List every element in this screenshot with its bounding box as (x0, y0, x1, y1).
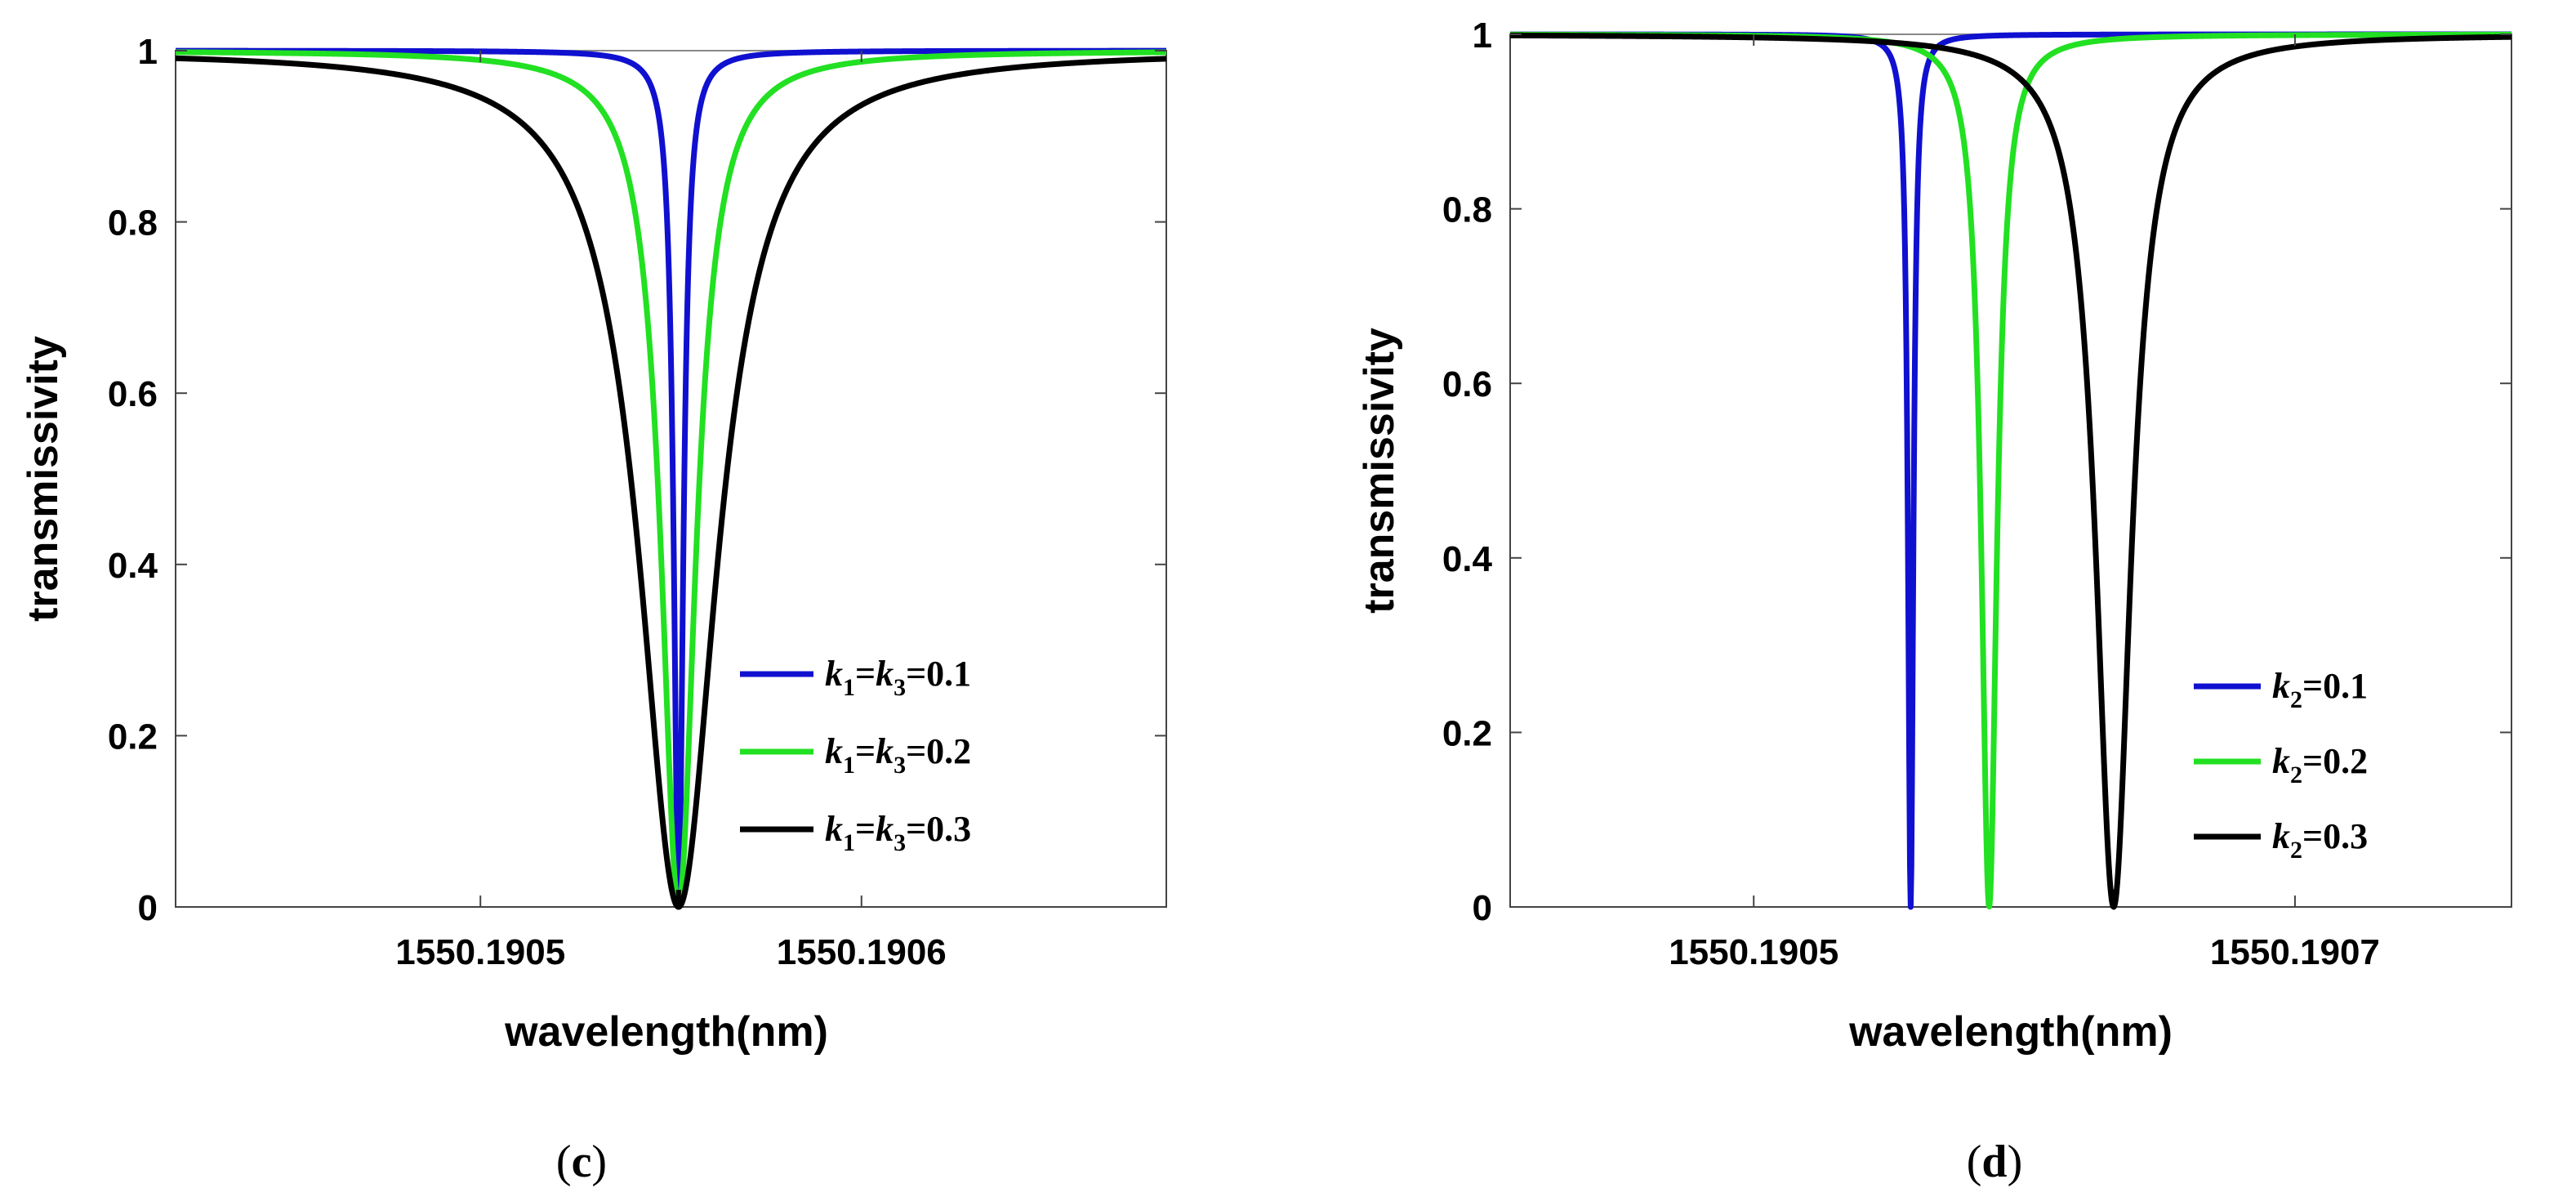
legend-entry-1: k2=0.1 (2272, 666, 2368, 713)
chart-panel-d: 0 0.2 0.4 0.6 0.8 1 1550.1905 1550.1907 transm… (1356, 16, 2514, 1056)
y-tick-label: 1 (138, 32, 158, 72)
x-tick-label: 1550.1905 (1669, 932, 1838, 972)
legend-entry-3: k1=k3=0.3 (825, 809, 971, 856)
x-tick-label: 1550.1907 (2210, 932, 2380, 972)
x-tick-label: 1550.1906 (777, 932, 947, 972)
series-line-3 (1508, 32, 2514, 910)
y-tick-label: 0 (1473, 888, 1492, 928)
series-line-3 (173, 55, 1169, 910)
series-line-2 (173, 49, 1169, 910)
y-axis-label: transmissivity (20, 336, 67, 622)
y-tick-label: 0.8 (108, 203, 158, 243)
x-tick-label: 1550.1905 (395, 932, 565, 972)
x-axis-label: wavelength(nm) (1848, 1008, 2173, 1056)
y-tick-label: 0.2 (1442, 713, 1492, 753)
y-tick-label: 0.4 (108, 546, 158, 586)
y-tick-label: 0.6 (108, 374, 158, 414)
panel-caption-c: (c) (556, 1137, 607, 1187)
legend-entry-2: k1=k3=0.2 (825, 731, 971, 779)
y-tick-label: 0.4 (1442, 539, 1493, 579)
y-tick-label: 0.6 (1442, 364, 1492, 404)
y-tick-label: 0 (138, 888, 158, 928)
legend-entry-2: k2=0.2 (2272, 741, 2368, 788)
chart-panel-c: 0 0.2 0.4 0.6 0.8 1 1550.1905 1550.1906 transm… (20, 32, 1169, 1056)
y-tick-label: 0.2 (108, 717, 158, 757)
y-tick-label: 0.8 (1442, 190, 1492, 230)
legend-entry-1: k1=k3=0.1 (825, 654, 971, 701)
series-line-1 (173, 47, 1169, 909)
y-axis-label: transmissivity (1356, 328, 1403, 614)
legend-entry-3: k2=0.3 (2272, 816, 2368, 864)
panel-caption-d: (d) (1967, 1137, 2022, 1187)
x-axis-label: wavelength(nm) (504, 1008, 828, 1056)
y-tick-label: 1 (1473, 16, 1492, 56)
